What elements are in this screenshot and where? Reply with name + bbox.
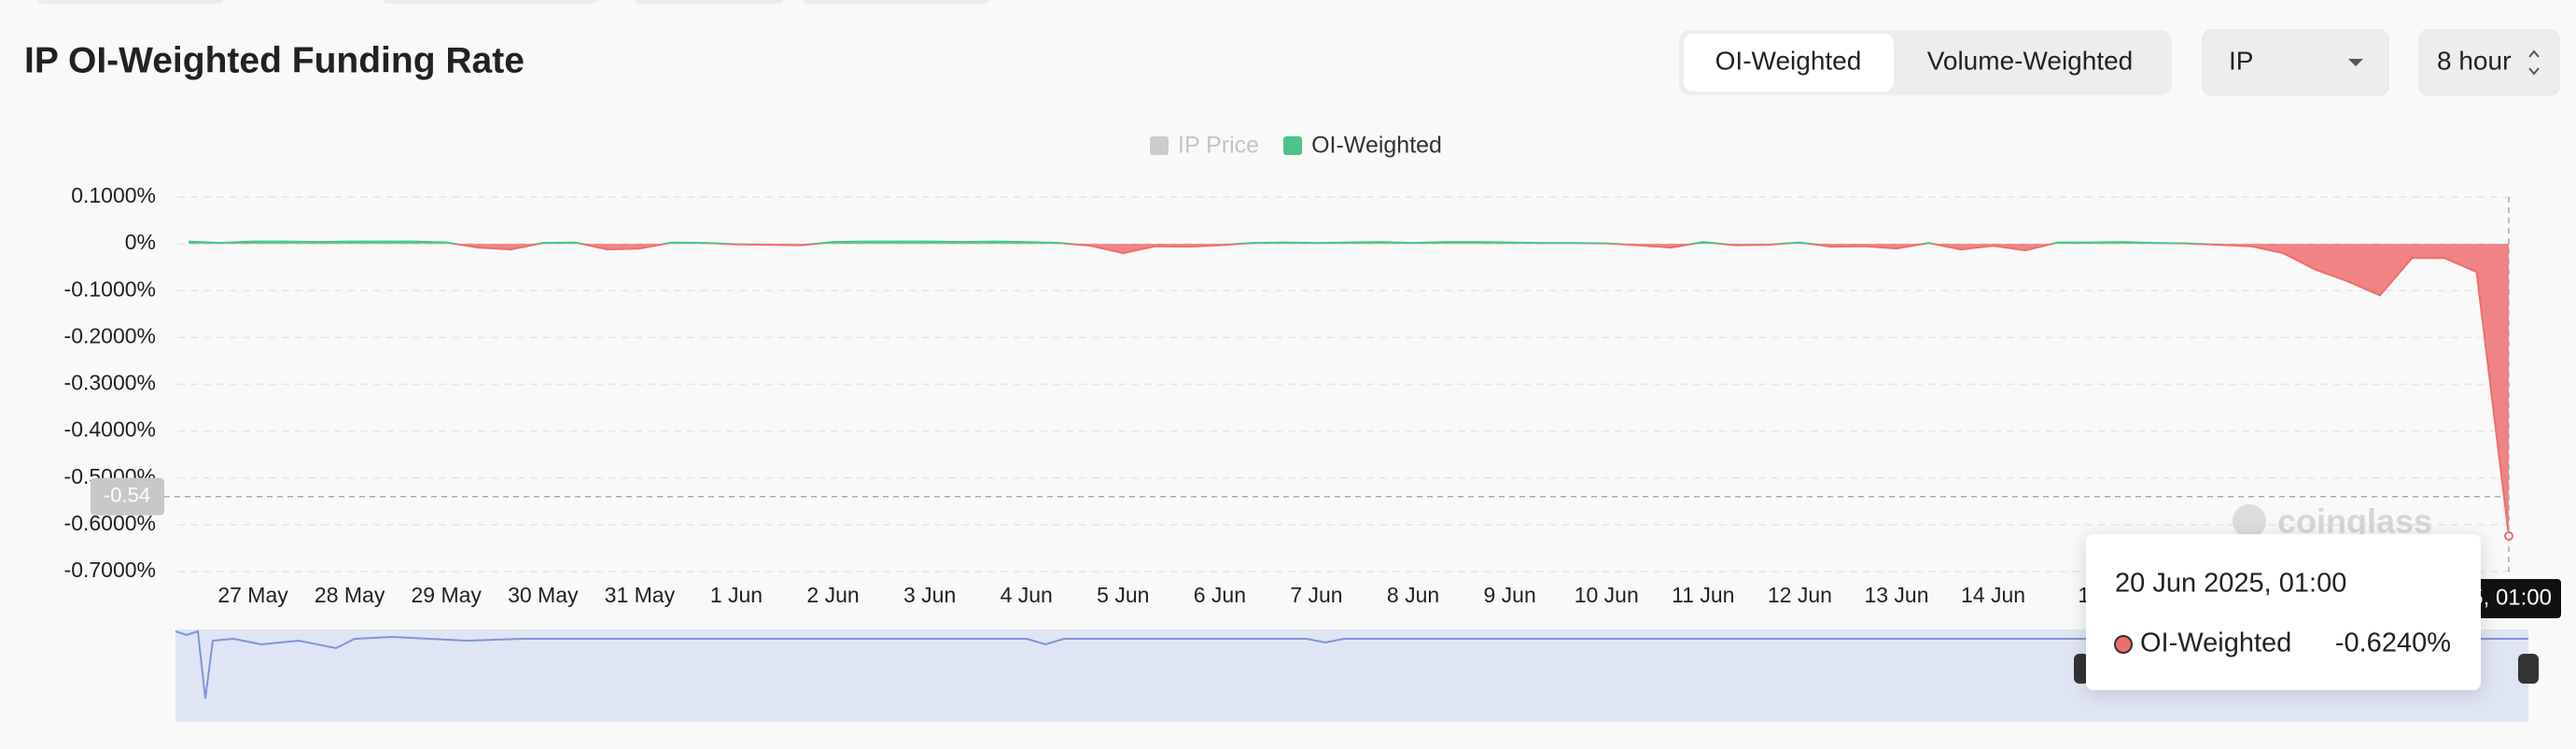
watermark-icon	[2233, 504, 2266, 538]
y-tick-label: -0.1000%	[64, 276, 156, 301]
x-tick-label: 13 Jun	[1864, 583, 1928, 607]
spinner-icon	[2528, 49, 2540, 76]
tooltip	[2086, 534, 2481, 690]
x-tick-label: 28 May	[315, 583, 385, 607]
interval-select[interactable]	[2418, 29, 2560, 96]
legend-label[interactable]: OI-Weighted	[1311, 133, 1442, 159]
x-tick-label: 30 May	[508, 583, 579, 607]
legend-swatch	[1150, 136, 1169, 155]
tooltip-title: 20 Jun 2025, 01:00	[2115, 569, 2346, 599]
tab[interactable]	[635, 0, 784, 4]
y-tick-label: -0.7000%	[64, 558, 156, 582]
crosshair-label-box	[91, 477, 164, 516]
x-tick-label: 6 Jun	[1194, 583, 1246, 607]
dropdown-caret	[2348, 59, 2363, 66]
x-tick-label: 4 Jun	[1001, 583, 1053, 607]
symbol-select[interactable]	[2202, 29, 2389, 96]
tooltip-series: OI-Weighted	[2140, 629, 2291, 658]
navigator-line	[175, 629, 2528, 700]
symbol-value: IP	[2229, 46, 2253, 75]
y-tick-label: -0.2000%	[64, 323, 156, 347]
legend-swatch	[1283, 136, 1303, 155]
y-tick-label: 0.1000%	[71, 183, 156, 207]
navigator-handle[interactable]	[2518, 654, 2539, 684]
interval-value: 8 hour	[2437, 46, 2511, 75]
tab[interactable]	[37, 0, 224, 4]
x-tick-label: 9 Jun	[1484, 583, 1536, 607]
crosshair-label: -0.54	[104, 484, 150, 507]
toggle-selected[interactable]	[1684, 34, 1894, 92]
x-tick-label: 1 Jun	[710, 583, 763, 607]
tooltip-dot	[2114, 635, 2133, 654]
tooltip-value: -0.6240%	[2335, 629, 2451, 658]
x-tick-label: 8 Jun	[1387, 583, 1439, 607]
x-tick-label: 3 Jun	[903, 583, 956, 607]
x-tick-label: 10 Jun	[1575, 583, 1639, 607]
x-tick-label: 2 Jun	[806, 583, 859, 607]
watermark: coinglass	[2277, 502, 2432, 541]
x-tick-label: 11 Jun	[1672, 583, 1734, 607]
tab[interactable]	[383, 0, 597, 4]
x-tick-label: 7 Jun	[1290, 583, 1342, 607]
x-tick-label: 27 May	[217, 583, 288, 607]
page-title: IP OI-Weighted Funding Rate	[24, 40, 525, 80]
navigator-handle[interactable]	[2074, 654, 2089, 684]
toggle-option[interactable]: Volume-Weighted	[1927, 46, 2134, 75]
legend-label[interactable]: IP Price	[1178, 133, 1259, 159]
x-tick-label: 29 May	[412, 583, 483, 607]
tab[interactable]	[803, 0, 989, 4]
point-marker	[2504, 530, 2513, 541]
toggle-option[interactable]: OI-Weighted	[1715, 46, 1862, 75]
y-tick-label: -0.3000%	[64, 371, 156, 395]
x-tick-label: 31 May	[605, 583, 676, 607]
x-tick-label: 5 Jun	[1097, 583, 1149, 607]
x-tick-label: 12 Jun	[1768, 583, 1832, 607]
y-tick-label: 0%	[125, 230, 156, 254]
x-tick-label: 14 Jun	[1961, 583, 2025, 607]
y-tick-label: -0.4000%	[64, 417, 156, 442]
line	[188, 240, 2510, 537]
